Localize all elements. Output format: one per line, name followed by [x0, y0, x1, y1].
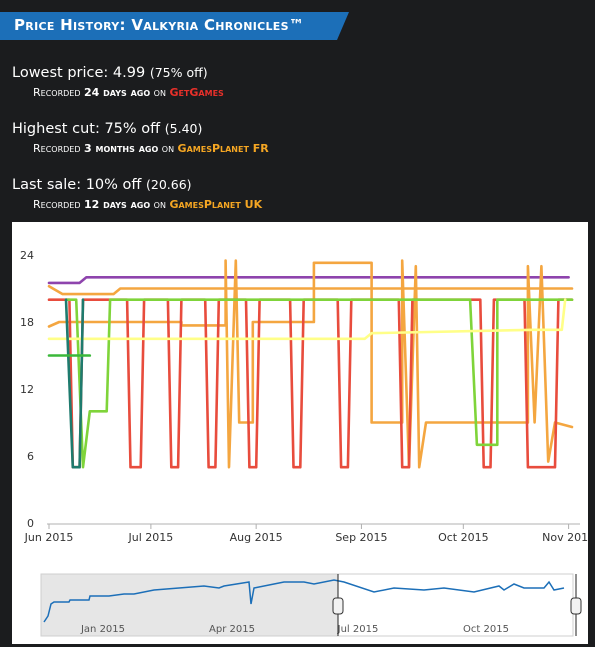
stat-value: 75% off	[104, 121, 161, 137]
navigator-tick-label: Jan 2015	[80, 624, 125, 635]
series-line-0	[47, 276, 570, 285]
series-line-5	[47, 298, 567, 341]
store-link-gamesplanet-fr[interactable]: GamesPlanet FR	[177, 142, 269, 155]
x-tick-label: Jul 2015	[128, 531, 174, 544]
stat-label: Last sale:	[12, 177, 82, 193]
recorded-on: on	[161, 142, 175, 155]
recorded-ago: 3 months ago	[84, 142, 159, 155]
y-tick-label: 18	[20, 316, 34, 329]
stat-lowest-price: Lowest price: 4.99 (75% off) Recorded 24…	[12, 65, 224, 99]
store-link-getgames[interactable]: GetGames	[169, 86, 224, 99]
series-line-3	[47, 298, 574, 469]
price-history-chart[interactable]: 0 6 12 18 24 Jun 2015 Jul 2015 Aug 2015 Sep 2015…	[12, 222, 588, 644]
stat-label: Lowest price:	[12, 65, 109, 81]
x-tick-label: Oct 2015	[438, 531, 489, 544]
recorded-prefix: Recorded	[33, 86, 81, 99]
stat-label: Highest cut:	[12, 121, 100, 137]
navigator-handle-left[interactable]	[332, 597, 344, 615]
series-line-6	[64, 298, 85, 469]
recorded-on: on	[153, 86, 166, 99]
page-title: Price History: Valkyria Chronicles™	[14, 16, 305, 34]
x-tick-label: Sep 2015	[335, 531, 387, 544]
stat-extra: (5.40)	[164, 121, 203, 136]
navigator-series-line	[43, 579, 565, 623]
stat-value: 4.99	[112, 65, 146, 81]
stat-extra: (75% off)	[149, 65, 208, 80]
x-tick-label: Nov 2015	[542, 531, 588, 544]
y-tick-label: 12	[20, 383, 34, 396]
y-tick-label: 0	[27, 517, 34, 530]
x-tick-label: Aug 2015	[230, 531, 283, 544]
header-tab: Price History: Valkyria Chronicles™	[0, 12, 349, 40]
y-tick-label: 24	[20, 249, 34, 262]
recorded-prefix: Recorded	[33, 198, 81, 211]
price-chart-panel: 0 6 12 18 24 Jun 2015 Jul 2015 Aug 2015 Sep 2015…	[12, 222, 588, 644]
store-link-gamesplanet-uk[interactable]: GamesPlanet UK	[169, 198, 263, 211]
series-line-2	[47, 259, 574, 469]
navigator-tick-label: Jul 2015	[337, 624, 379, 635]
stat-highest-cut: Highest cut: 75% off (5.40) Recorded 3 m…	[12, 121, 269, 155]
x-tick-label: Jun 2015	[24, 531, 74, 544]
y-tick-label: 6	[27, 450, 34, 463]
stat-value: 10% off	[85, 177, 142, 193]
recorded-ago: 12 days ago	[84, 198, 151, 211]
recorded-prefix: Recorded	[33, 142, 81, 155]
header-background	[0, 12, 349, 40]
recorded-ago: 24 days ago	[84, 86, 151, 99]
navigator-tick-label: Oct 2015	[463, 624, 509, 635]
stat-extra: (20.66)	[146, 177, 192, 192]
navigator-tick-label: Apr 2015	[209, 624, 255, 635]
series-line-1	[47, 285, 574, 296]
navigator-unselected-area	[41, 574, 338, 636]
navigator-handle-right[interactable]	[570, 597, 582, 615]
recorded-on: on	[153, 198, 166, 211]
stat-last-sale: Last sale: 10% off (20.66) Recorded 12 d…	[12, 177, 262, 211]
